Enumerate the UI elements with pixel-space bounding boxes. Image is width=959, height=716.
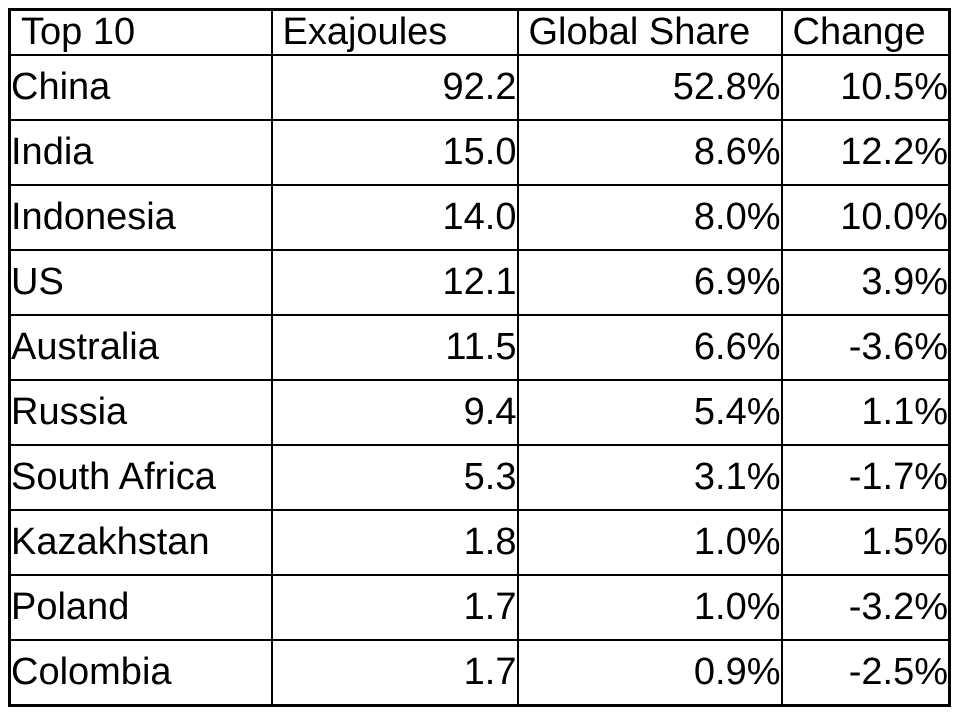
table-row: Indonesia 14.0 8.0% 10.0% xyxy=(8,183,951,251)
cell-exajoules: 11.5 xyxy=(270,313,519,381)
cell-exajoules: 9.4 xyxy=(270,378,519,446)
cell-exajoules: 1.7 xyxy=(270,638,519,707)
cell-country: Poland xyxy=(8,573,273,641)
cell-country: South Africa xyxy=(8,443,273,511)
cell-change: 10.0% xyxy=(780,183,951,251)
cell-change: 1.5% xyxy=(780,508,951,576)
header-top10: Top 10 xyxy=(8,8,273,56)
cell-change: -2.5% xyxy=(780,638,951,707)
header-change: Change xyxy=(780,8,951,56)
coal-consumption-table: Top 10 Exajoules Global Share Change Chi… xyxy=(8,8,951,707)
table-row: Poland 1.7 1.0% -3.2% xyxy=(8,573,951,641)
table-row: Russia 9.4 5.4% 1.1% xyxy=(8,378,951,446)
cell-change: -3.6% xyxy=(780,313,951,381)
cell-change: -1.7% xyxy=(780,443,951,511)
cell-country: Russia xyxy=(8,378,273,446)
cell-change: -3.2% xyxy=(780,573,951,641)
table-row: Colombia 1.7 0.9% -2.5% xyxy=(8,638,951,707)
cell-share: 6.6% xyxy=(516,313,783,381)
cell-share: 6.9% xyxy=(516,248,783,316)
table-row: Australia 11.5 6.6% -3.6% xyxy=(8,313,951,381)
cell-exajoules: 5.3 xyxy=(270,443,519,511)
cell-change: 3.9% xyxy=(780,248,951,316)
cell-change: 10.5% xyxy=(780,54,951,121)
table-row: China 92.2 52.8% 10.5% xyxy=(8,54,951,121)
cell-share: 1.0% xyxy=(516,508,783,576)
cell-share: 8.0% xyxy=(516,183,783,251)
cell-change: 1.1% xyxy=(780,378,951,446)
cell-share: 3.1% xyxy=(516,443,783,511)
cell-share: 52.8% xyxy=(516,54,783,121)
table-row: India 15.0 8.6% 12.2% xyxy=(8,118,951,186)
cell-exajoules: 15.0 xyxy=(270,118,519,186)
cell-exajoules: 14.0 xyxy=(270,183,519,251)
cell-exajoules: 1.7 xyxy=(270,573,519,641)
cell-exajoules: 92.2 xyxy=(270,54,519,121)
table-row: US 12.1 6.9% 3.9% xyxy=(8,248,951,316)
cell-share: 0.9% xyxy=(516,638,783,707)
table-row: South Africa 5.3 3.1% -1.7% xyxy=(8,443,951,511)
header-row: Top 10 Exajoules Global Share Change xyxy=(8,8,951,56)
cell-share: 5.4% xyxy=(516,378,783,446)
cell-country: US xyxy=(8,248,273,316)
cell-country: India xyxy=(8,118,273,186)
cell-country: China xyxy=(8,54,273,121)
cell-country: Colombia xyxy=(8,638,273,707)
cell-country: Kazakhstan xyxy=(8,508,273,576)
cell-country: Australia xyxy=(8,313,273,381)
cell-change: 12.2% xyxy=(780,118,951,186)
header-global-share: Global Share xyxy=(516,8,783,56)
cell-country: Indonesia xyxy=(8,183,273,251)
table-row: Kazakhstan 1.8 1.0% 1.5% xyxy=(8,508,951,576)
cell-exajoules: 12.1 xyxy=(270,248,519,316)
cell-share: 1.0% xyxy=(516,573,783,641)
header-exajoules: Exajoules xyxy=(270,8,519,56)
cell-exajoules: 1.8 xyxy=(270,508,519,576)
cell-share: 8.6% xyxy=(516,118,783,186)
